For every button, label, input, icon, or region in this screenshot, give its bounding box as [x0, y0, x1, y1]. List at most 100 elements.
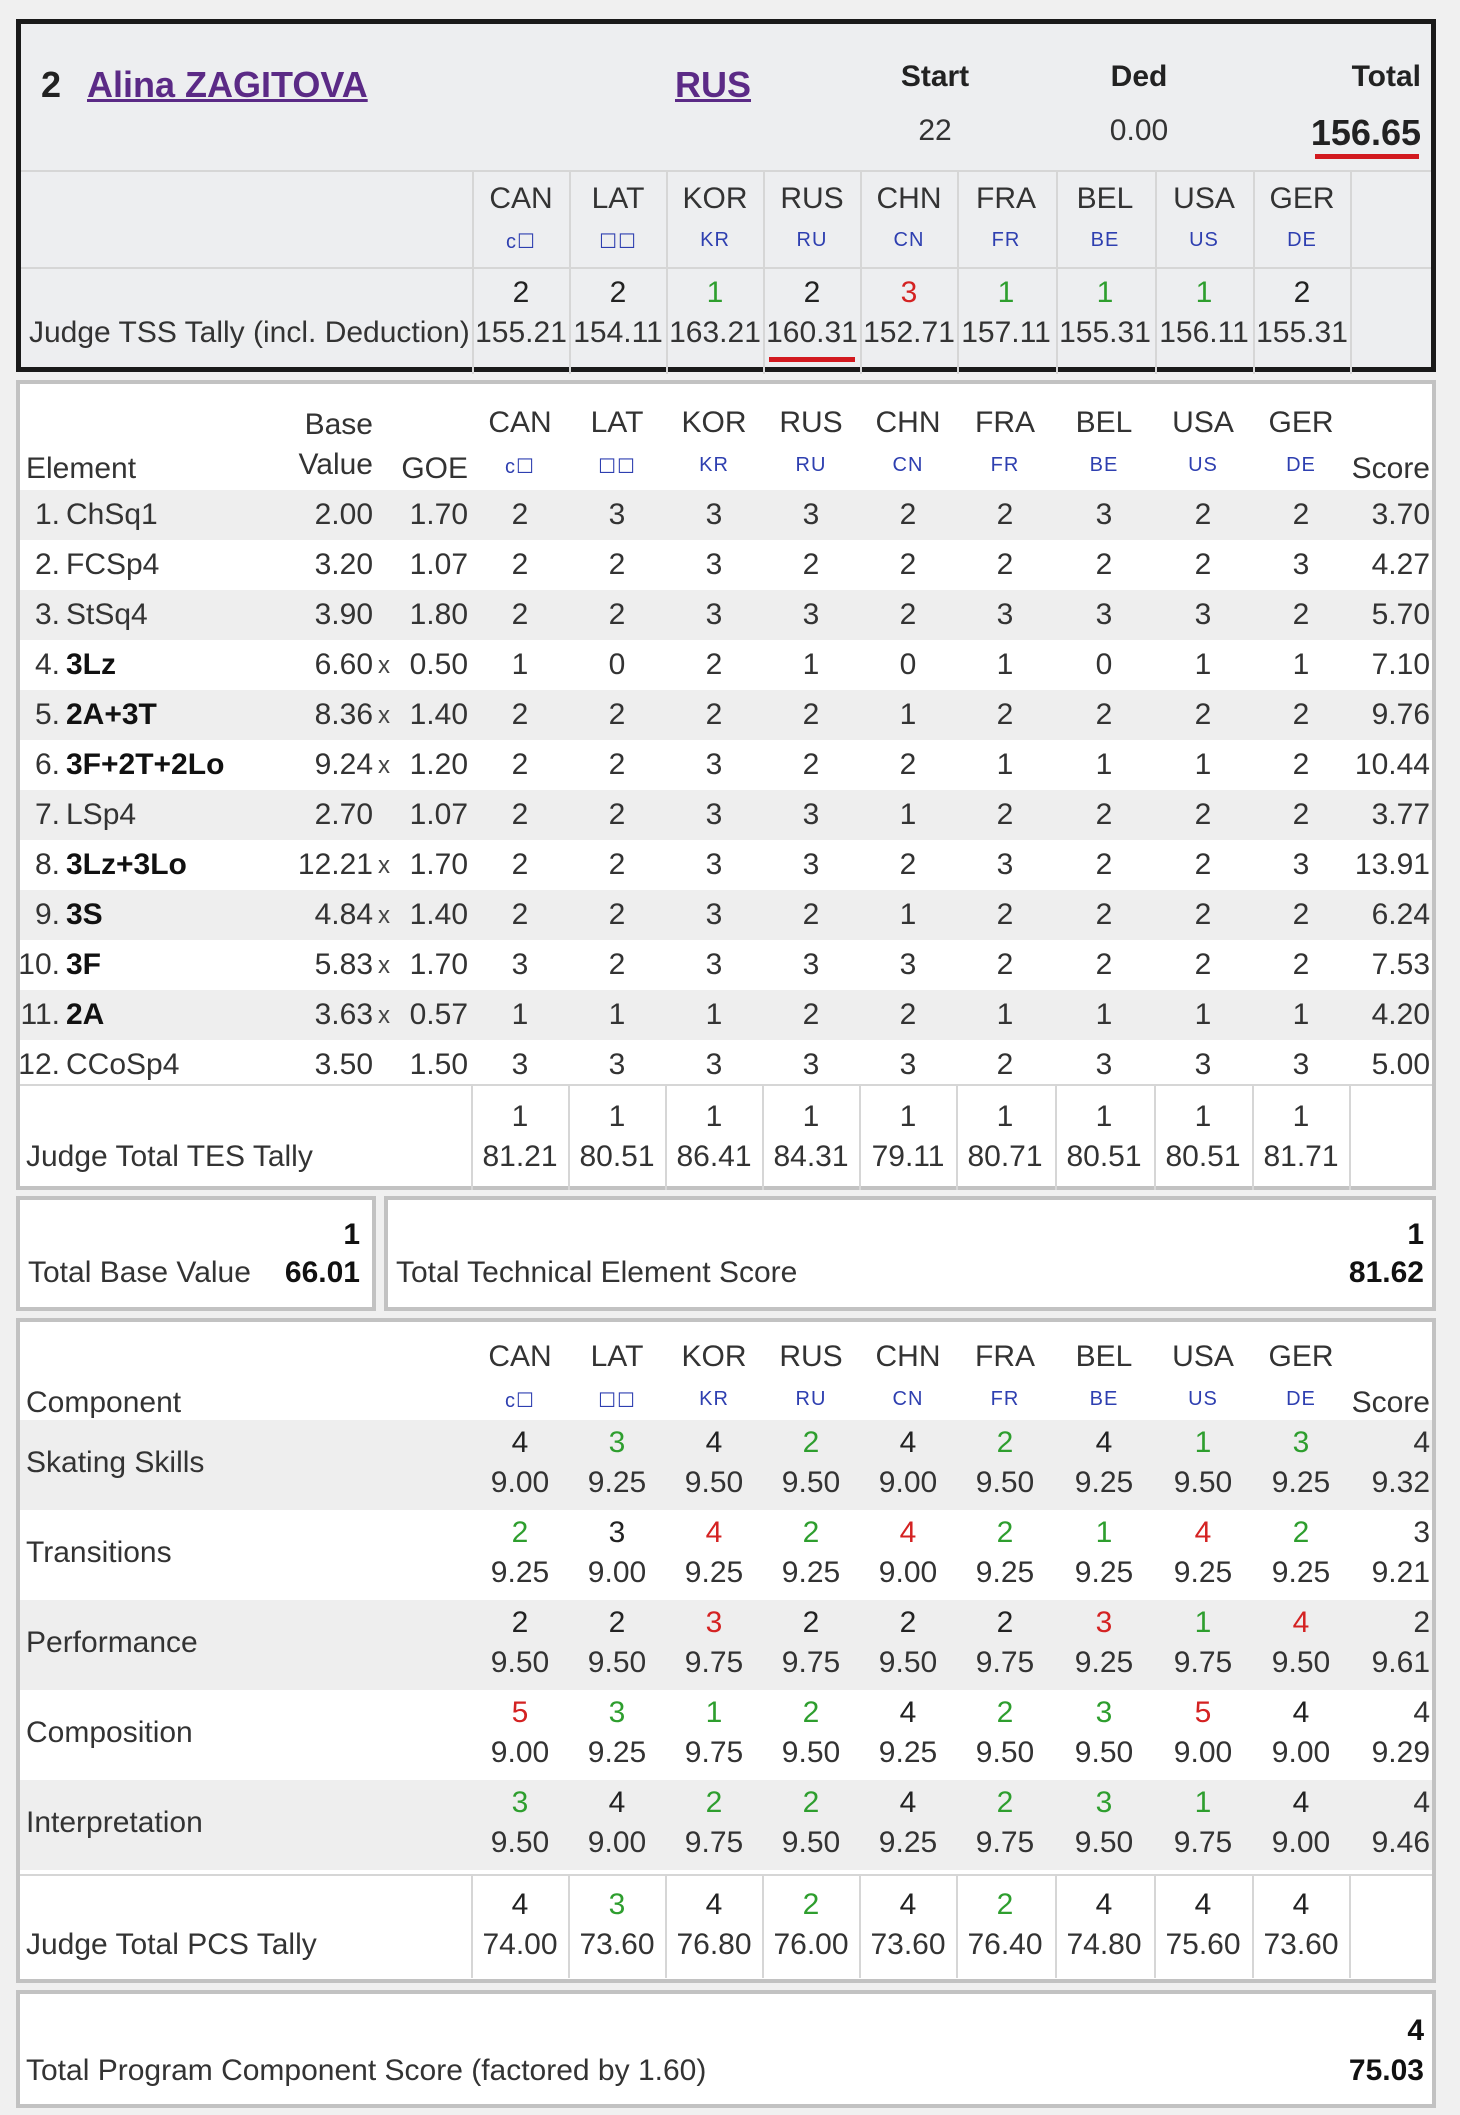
judge-goe-mark: 2: [802, 698, 820, 731]
judge-goe-mark: 2: [608, 948, 626, 981]
judge-goe-mark: 2: [1292, 498, 1310, 531]
component-judge-score: 9.75: [975, 1646, 1035, 1679]
tss-value-kor: 163.21: [669, 316, 761, 349]
component-judge-rank: 4: [511, 1426, 529, 1459]
component-judge-rank: 4: [1095, 1426, 1113, 1459]
tss-rank-chn: 3: [900, 276, 918, 309]
component-judge-score: 9.50: [587, 1646, 647, 1679]
component-judge-score: 9.50: [490, 1646, 550, 1679]
judge-goe-mark: 1: [1194, 648, 1212, 681]
component-judge-score: 9.00: [490, 1736, 550, 1769]
element-score: 3.77: [1371, 798, 1430, 831]
element-goe: 1.70: [409, 848, 468, 881]
judge-goe-mark: 3: [511, 948, 529, 981]
deduction-value: 0.00: [1109, 114, 1169, 147]
component-judge-rank: 5: [1194, 1696, 1212, 1729]
element-base-value: 2.70: [314, 798, 373, 831]
component-judge-score: 9.25: [1271, 1556, 1331, 1589]
pcs-value-rus: 76.00: [773, 1928, 849, 1961]
judge-goe-mark: 3: [705, 798, 723, 831]
judge-goe-mark: 2: [511, 898, 529, 931]
pcs-value-lat: 73.60: [579, 1928, 655, 1961]
total-underline: [1315, 154, 1419, 159]
judge-goe-mark: 3: [705, 848, 723, 881]
pcs-value-usa: 75.60: [1165, 1928, 1241, 1961]
tss-value-lat: 154.11: [573, 316, 663, 349]
judge-country-usa: USA: [1173, 182, 1235, 215]
judge-goe-mark: 2: [1194, 698, 1212, 731]
judge-goe-mark: 2: [1292, 898, 1310, 931]
judge-goe-mark: 2: [1095, 698, 1113, 731]
element-score: 6.24: [1371, 898, 1430, 931]
judge-goe-mark: 2: [802, 748, 820, 781]
judge-goe-mark: 2: [608, 748, 626, 781]
component-judge-rank: 3: [608, 1426, 626, 1459]
component-judge-score: 9.00: [1271, 1736, 1331, 1769]
component-judge-score: 9.50: [781, 1736, 841, 1769]
total-pcs-value: 75.03: [1348, 2054, 1424, 2087]
judge-goe-mark: 3: [608, 498, 626, 531]
element-score: 7.53: [1371, 948, 1430, 981]
judge-flag-chn: CN: [892, 454, 924, 476]
element-base-value: 3.63: [314, 998, 373, 1031]
component-judge-rank: 1: [1194, 1606, 1212, 1639]
judge-goe-mark: 2: [1095, 898, 1113, 931]
judge-goe-mark: 2: [608, 598, 626, 631]
component-name: Skating Skills: [26, 1446, 205, 1479]
tes-rank-can: 1: [511, 1100, 529, 1133]
element-base-value: 8.36: [314, 698, 373, 731]
skater-nation-link[interactable]: RUS: [674, 64, 752, 105]
element-name: 3Lz: [66, 648, 117, 681]
judge-goe-mark: 1: [899, 698, 917, 731]
tss-value-bel: 155.31: [1059, 316, 1151, 349]
judge-goe-mark: 1: [1095, 998, 1113, 1031]
element-name: 2A+3T: [66, 698, 157, 731]
judge-country-bel: BEL: [1076, 182, 1134, 215]
skater-name-link[interactable]: Alina ZAGITOVA: [87, 64, 368, 105]
judge-goe-mark: 2: [996, 498, 1014, 531]
judge-goe-mark: 2: [608, 698, 626, 731]
component-judge-rank: 4: [1292, 1786, 1310, 1819]
element-name: 3S: [66, 898, 103, 931]
judge-country-lat: LAT: [590, 1340, 644, 1373]
judge-flag-kor: KR: [700, 229, 730, 251]
tes-value-usa: 80.51: [1165, 1140, 1241, 1173]
tss-rank-lat: 2: [609, 276, 627, 309]
late-bonus-mark: x: [378, 952, 390, 979]
judge-flag-lat: ☐☐: [599, 231, 637, 253]
component-score: 9.61: [1371, 1646, 1430, 1679]
component-judge-score: 9.25: [587, 1466, 647, 1499]
element-name: 3Lz+3Lo: [66, 848, 187, 881]
judge-goe-mark: 2: [996, 898, 1014, 931]
tes-rank-rus: 1: [802, 1100, 820, 1133]
component-judge-rank: 3: [511, 1786, 529, 1819]
component-judge-rank: 3: [608, 1696, 626, 1729]
component-judge-score: 9.75: [684, 1826, 744, 1859]
judge-country-fra: FRA: [975, 1340, 1035, 1373]
element-goe: 0.50: [409, 648, 468, 681]
component-score: 9.46: [1371, 1826, 1430, 1859]
judge-country-ger: GER: [1268, 1340, 1334, 1373]
component-judge-rank: 2: [996, 1516, 1014, 1549]
judge-flag-usa: US: [1188, 454, 1218, 476]
component-score-rank: 3: [1413, 1516, 1430, 1549]
late-bonus-mark: x: [378, 652, 390, 679]
late-bonus-mark: x: [378, 852, 390, 879]
elements-panel: Element Base Value GOE Score CAN c☐ LAT ☐☐ K…: [16, 380, 1436, 1190]
judge-country-rus: RUS: [779, 1340, 843, 1373]
judge-country-lat: LAT: [590, 406, 644, 439]
element-base-value: 3.90: [314, 598, 373, 631]
judge-country-fra: FRA: [976, 182, 1036, 215]
component-judge-rank: 2: [802, 1516, 820, 1549]
component-judge-score: 9.25: [1271, 1466, 1331, 1499]
judge-goe-mark: 3: [899, 948, 917, 981]
tes-value-can: 81.21: [482, 1140, 558, 1173]
total-base-rank: 1: [343, 1218, 360, 1251]
component-judge-score: 9.00: [490, 1466, 550, 1499]
tes-value-rus: 84.31: [773, 1140, 849, 1173]
total-value: 156.65: [1310, 112, 1421, 153]
element-name: StSq4: [66, 598, 148, 631]
element-number: 5.: [34, 698, 60, 731]
judge-goe-mark: 3: [705, 898, 723, 931]
judge-goe-mark: 2: [1292, 798, 1310, 831]
